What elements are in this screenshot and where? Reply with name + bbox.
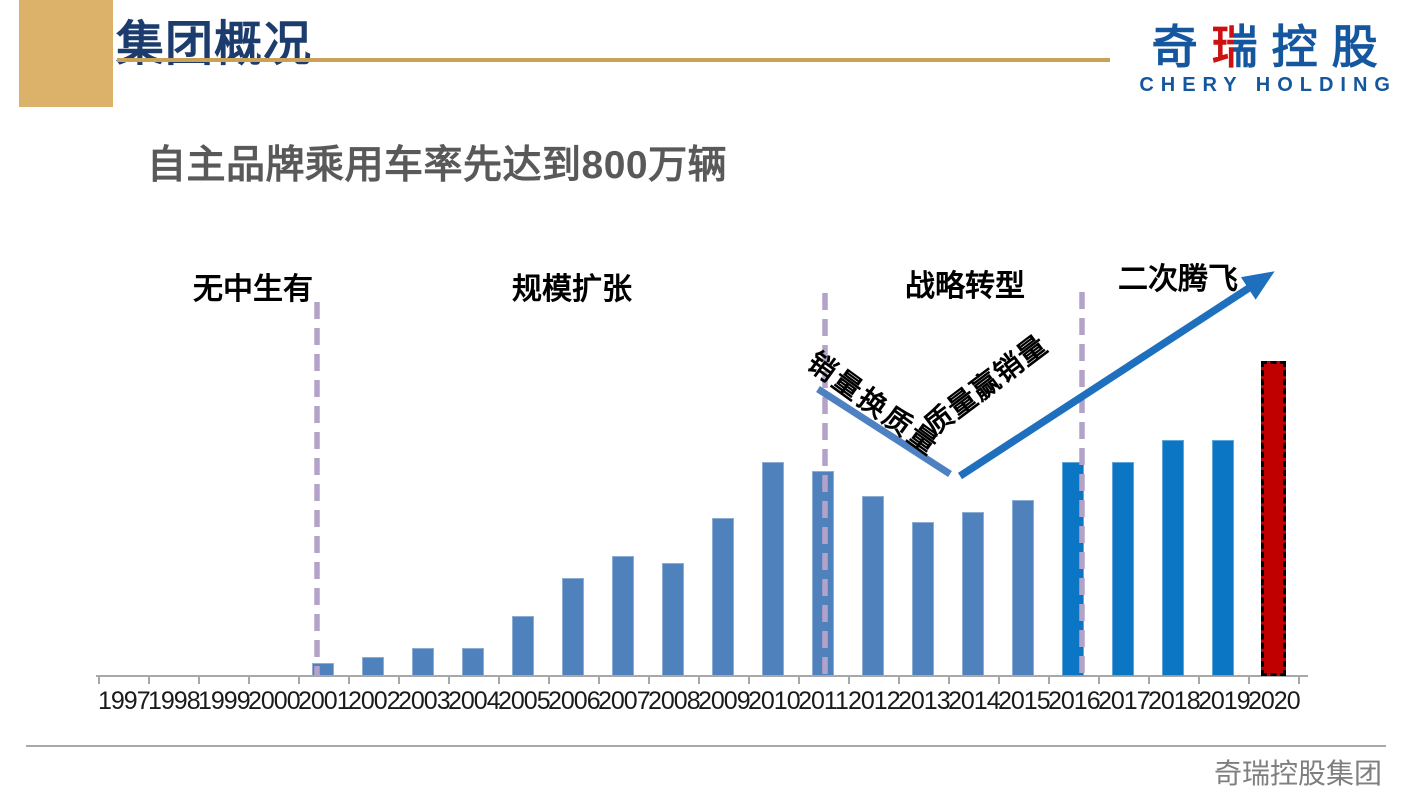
phase-label-guimokuozhang: 规模扩张 [512,273,632,306]
bar-2015 [1012,500,1034,676]
x-axis-tick [748,677,750,684]
x-axis-tick [648,677,650,684]
x-tick-label-2009: 2009 [698,687,751,715]
bar-2001 [312,663,334,676]
bar-2003 [412,648,434,676]
bar-2014 [962,512,984,676]
x-axis-tick [898,677,900,684]
x-tick-label-2002: 2002 [348,687,401,715]
footer-divider [26,745,1386,747]
bar-2013 [912,522,934,676]
bar-2005 [512,616,534,676]
x-axis-tick [448,677,450,684]
x-tick-label-2012: 2012 [848,687,901,715]
x-axis-tick [998,677,1000,684]
chery-holding-logo: 奇瑞控股 CHERY HOLDING [1139,24,1390,97]
bar-2004 [462,648,484,676]
bar-2010 [762,462,784,676]
x-tick-label-2015: 2015 [998,687,1051,715]
x-tick-label-2017: 2017 [1098,687,1151,715]
logo-cn-text: 奇瑞控股 [1139,24,1404,70]
bar-2002 [362,657,384,676]
x-tick-label-2003: 2003 [398,687,451,715]
bar-2018 [1162,440,1184,676]
x-axis-tick [1298,677,1300,684]
x-tick-label-2020: 2020 [1248,687,1301,715]
x-tick-label-2010: 2010 [748,687,801,715]
bar-2012 [862,496,884,676]
x-axis-tick [298,677,300,684]
bar-2008 [662,563,684,676]
x-axis-tick [198,677,200,684]
x-axis-tick [1048,677,1050,684]
x-axis-tick [398,677,400,684]
logo-cn-red-char: 瑞 [1211,21,1272,73]
bar-2020 [1261,361,1286,676]
x-tick-label-1997: 1997 [98,687,151,715]
logo-cn-part1: 奇 [1151,21,1212,73]
x-tick-label-1998: 1998 [148,687,201,715]
x-tick-label-2008: 2008 [648,687,701,715]
title-underline [117,58,1110,62]
bar-2007 [612,556,634,676]
phase-label-wuzhongshengyou: 无中生有 [193,273,313,306]
x-axis-tick [698,677,700,684]
x-axis-tick [98,677,100,684]
logo-en-text: CHERY HOLDING [1139,74,1397,96]
bar-2016 [1062,462,1084,676]
x-axis-tick [1148,677,1150,684]
x-axis-tick [548,677,550,684]
bar-2006 [562,578,584,676]
bar-2011 [812,471,834,676]
x-axis-tick [798,677,800,684]
phase-label-ercitengfei: 二次腾飞 [1118,263,1238,296]
x-tick-label-2019: 2019 [1198,687,1251,715]
x-tick-label-2000: 2000 [248,687,301,715]
page-title: 集团概况 [116,18,313,71]
x-axis-tick [1248,677,1250,684]
slide-subtitle: 自主品牌乘用车率先达到800万辆 [147,144,728,187]
x-tick-label-2016: 2016 [1048,687,1101,715]
bar-2009 [712,518,734,676]
x-axis-tick [1198,677,1200,684]
x-tick-label-2001: 2001 [298,687,351,715]
x-axis-tick [948,677,950,684]
x-axis-tick [248,677,250,684]
bar-2019 [1212,440,1234,676]
x-tick-label-2006: 2006 [548,687,601,715]
x-axis-tick [598,677,600,684]
bar-2017 [1112,462,1134,676]
x-tick-label-2013: 2013 [898,687,951,715]
x-tick-label-2018: 2018 [1148,687,1201,715]
footer-company-name: 奇瑞控股集团 [1213,758,1382,789]
x-axis-tick [148,677,150,684]
x-tick-label-2011: 2011 [798,687,849,715]
accent-gold-block [19,0,113,107]
x-tick-label-2014: 2014 [948,687,1001,715]
x-tick-label-1999: 1999 [198,687,251,715]
x-axis-tick [848,677,850,684]
x-tick-label-2007: 2007 [598,687,651,715]
logo-cn-part2: 控股 [1271,21,1392,73]
x-tick-label-2005: 2005 [498,687,551,715]
phase-label-zhanluezhuanxing: 战略转型 [905,270,1025,303]
x-axis-tick [1098,677,1100,684]
x-axis-tick [348,677,350,684]
x-axis-line [96,675,1308,677]
x-tick-label-2004: 2004 [448,687,501,715]
x-axis-tick [498,677,500,684]
